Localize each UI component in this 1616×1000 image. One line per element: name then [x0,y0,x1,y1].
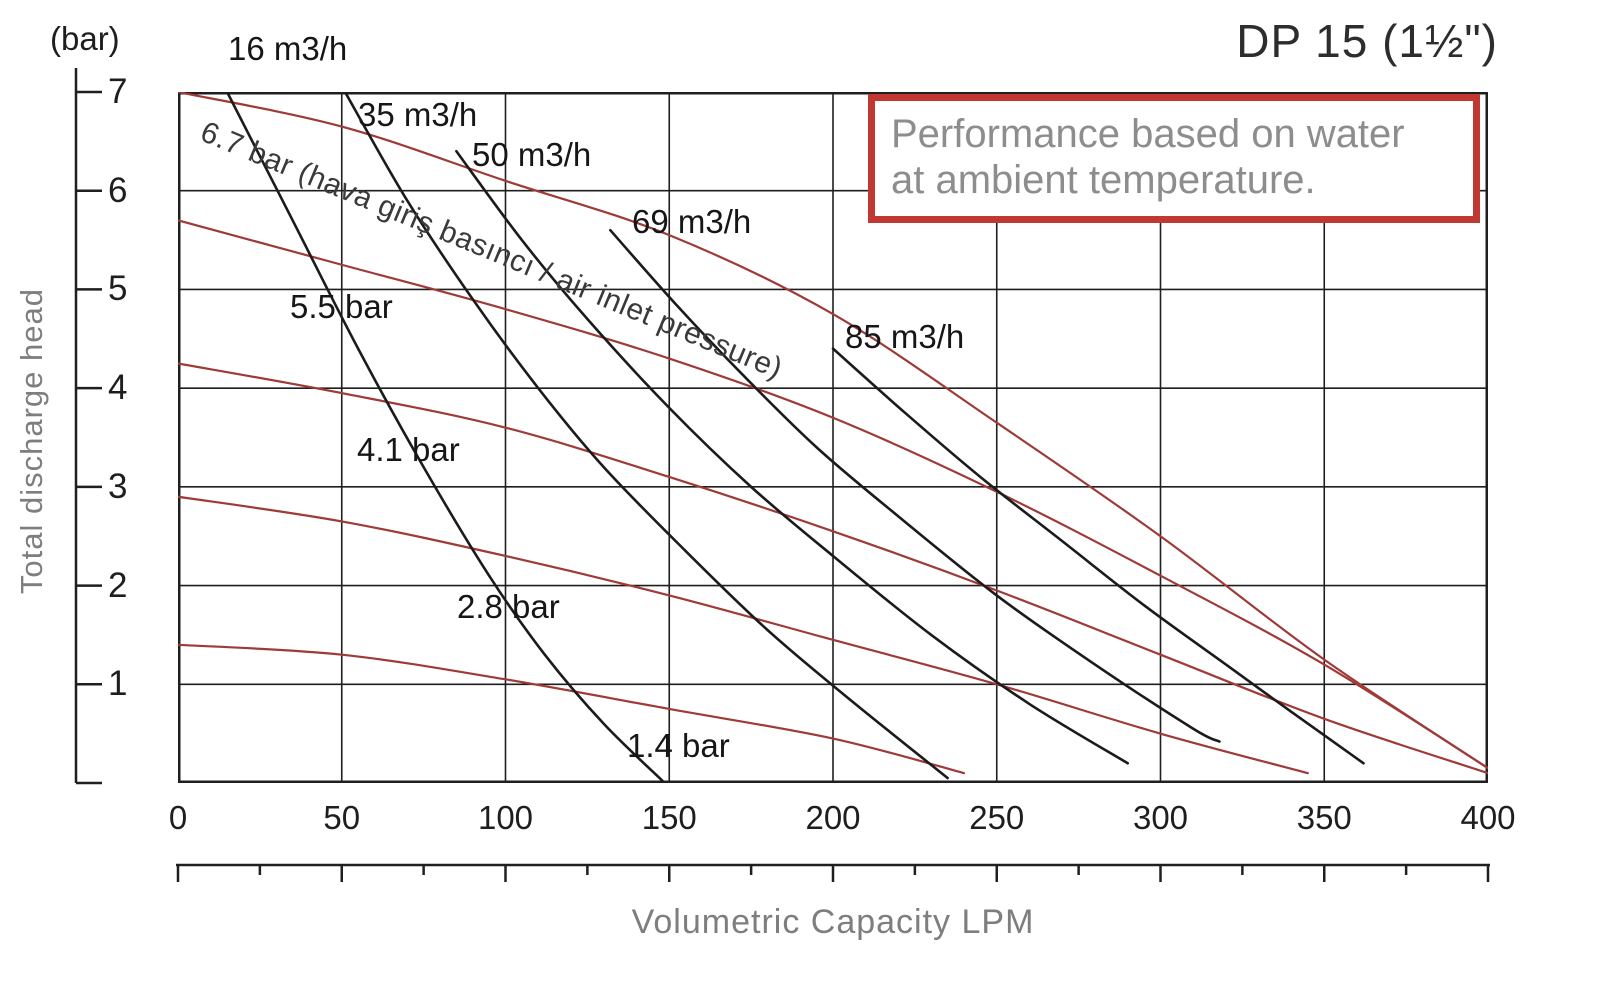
x-ruler [176,863,1490,882]
curve-2-8-bar [178,495,1309,775]
y-tick-label-2: 2 [108,565,128,605]
y-tick-label-3: 3 [108,466,128,506]
curve-label-4-1-bar: 4.1 bar [357,431,460,468]
y-tick-label-7: 7 [108,72,128,111]
x-tick-label-100: 100 [477,799,534,836]
plot-frame [178,92,1488,783]
curve-85-m3-h [831,347,1365,765]
plot-area [178,92,1488,783]
x-tick-label-50: 50 [323,799,361,836]
curve-label-1-4-bar: 1.4 bar [627,727,730,764]
curve-69-m3-h [609,228,1221,743]
curve-label-5-5-bar: 5.5 bar [290,288,393,325]
curve-label-2-8-bar: 2.8 bar [457,588,560,625]
x-tick-label-300: 300 [1132,799,1189,836]
curve-label-35-m3h: 35 m3/h [358,96,478,133]
curve-label-69-m3h: 69 m3/h [632,203,752,240]
curve-35-m3-h [343,92,949,780]
y-tick-label-1: 1 [108,664,128,704]
x-tick-label-0: 0 [168,799,188,836]
x-tick-label-250: 250 [969,799,1025,836]
x-tick-label-400: 400 [1460,799,1516,836]
curve-5-5-bar [178,219,1488,770]
x-tick-label-350: 350 [1296,799,1352,836]
x-axis-title: Volumetric Capacity LPM [631,903,1035,941]
note-line-2: at ambient temperature. [891,158,1316,203]
note-box: Performance based on water at ambient te… [868,94,1480,223]
curve-label-50-m3h: 50 m3/h [472,136,592,173]
y-tick-label-6: 6 [108,170,128,210]
curve-1-4-bar [178,643,966,775]
x-tick-label-150: 150 [641,799,697,836]
y-tick-label-5: 5 [108,269,128,309]
y-axis-title: Total discharge head [14,288,49,595]
x-tick-label-200: 200 [805,799,861,836]
curve-6-7-bar-hava-giri-bas-nc-air-inlet-pressure [178,92,1488,770]
page-title: DP 15 (1½") [1236,15,1498,67]
y-tick-label-4: 4 [108,368,128,408]
y-axis-unit-label: (bar) [50,20,120,57]
curve-label-85-m3h: 85 m3/h [845,318,965,355]
curve-label-16-m3h: 16 m3/h [228,30,348,67]
curve-16-m3-h [225,92,664,783]
y-axis [74,68,102,785]
curve-50-m3-h [455,149,1130,765]
note-line-1: Performance based on water [891,112,1405,156]
